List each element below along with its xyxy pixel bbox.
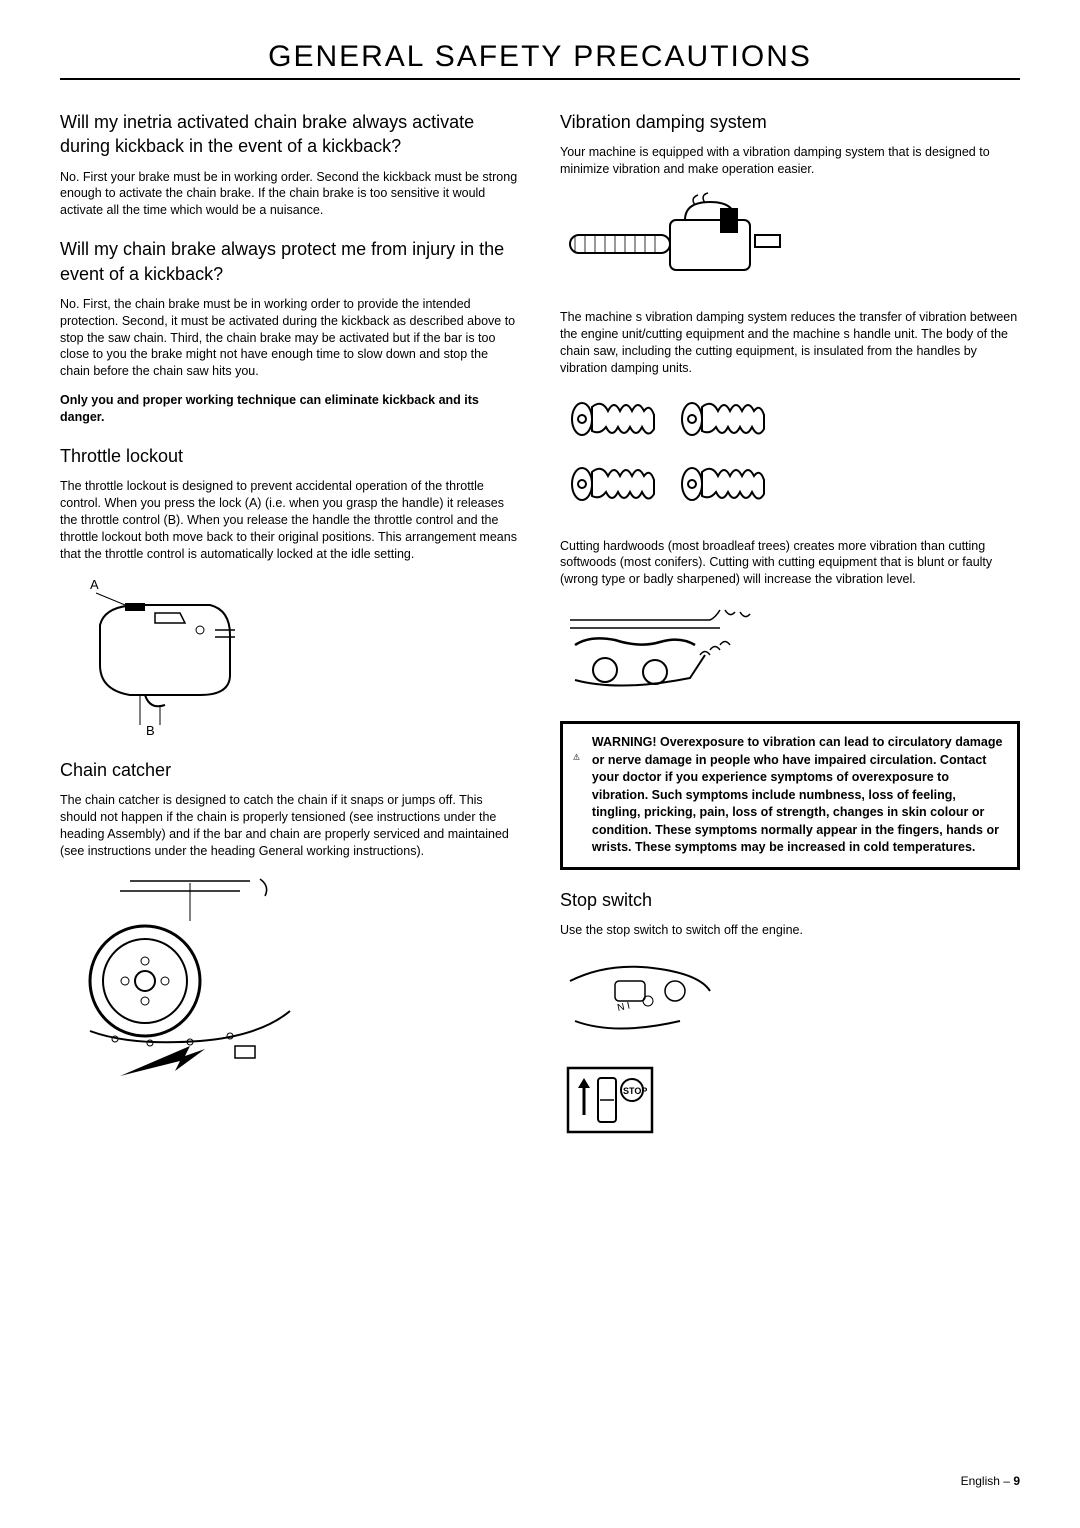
label-b: B [146, 723, 155, 735]
label-a: A [90, 577, 99, 592]
heading-chain-catcher: Chain catcher [60, 758, 520, 782]
page-title: GENERAL SAFETY PRECAUTIONS [60, 40, 1020, 80]
text-throttle-lockout: The throttle lockout is designed to prev… [60, 478, 520, 562]
stop-switch-illustration-1: N I [560, 951, 1020, 1046]
right-column: Vibration damping system Your machine is… [560, 110, 1020, 1159]
heading-protect-injury: Will my chain brake always protect me fr… [60, 237, 520, 286]
chainsaw-illustration [560, 190, 1020, 295]
chain-catcher-illustration [60, 871, 520, 1086]
warning-box: WARNING! Overexposure to vibration can l… [560, 721, 1020, 870]
footer-page-number: 9 [1013, 1474, 1020, 1488]
throttle-lockout-illustration: A B [60, 575, 520, 740]
stop-switch-illustration-2: STOP [560, 1060, 1020, 1145]
text-vibration-2: The machine s vibration damping system r… [560, 309, 1020, 377]
stop-label: STOP [623, 1086, 647, 1096]
heading-stop-switch: Stop switch [560, 888, 1020, 912]
text-chain-catcher: The chain catcher is designed to catch t… [60, 792, 520, 860]
left-column: Will my inetria activated chain brake al… [60, 110, 520, 1159]
text-vibration-1: Your machine is equipped with a vibratio… [560, 144, 1020, 178]
footer-language: English [961, 1474, 1000, 1488]
text-protect-injury: No. First, the chain brake must be in wo… [60, 296, 520, 380]
heading-vibration-damping: Vibration damping system [560, 110, 1020, 134]
chain-bar-illustration [560, 600, 1020, 705]
footer-dash: – [1003, 1474, 1010, 1488]
svg-text:N I: N I [616, 1000, 631, 1013]
warning-icon [573, 734, 580, 780]
content-columns: Will my inetria activated chain brake al… [60, 110, 1020, 1159]
springs-illustration [560, 389, 1020, 524]
page-footer: English – 9 [961, 1474, 1020, 1488]
heading-inertia-brake: Will my inetria activated chain brake al… [60, 110, 520, 159]
heading-throttle-lockout: Throttle lockout [60, 444, 520, 468]
warning-text: WARNING! Overexposure to vibration can l… [592, 734, 1003, 857]
text-proper-technique: Only you and proper working technique ca… [60, 392, 520, 426]
text-vibration-3: Cutting hardwoods (most broadleaf trees)… [560, 538, 1020, 589]
text-inertia-brake: No. First your brake must be in working … [60, 169, 520, 220]
text-stop-switch: Use the stop switch to switch off the en… [560, 922, 1020, 939]
